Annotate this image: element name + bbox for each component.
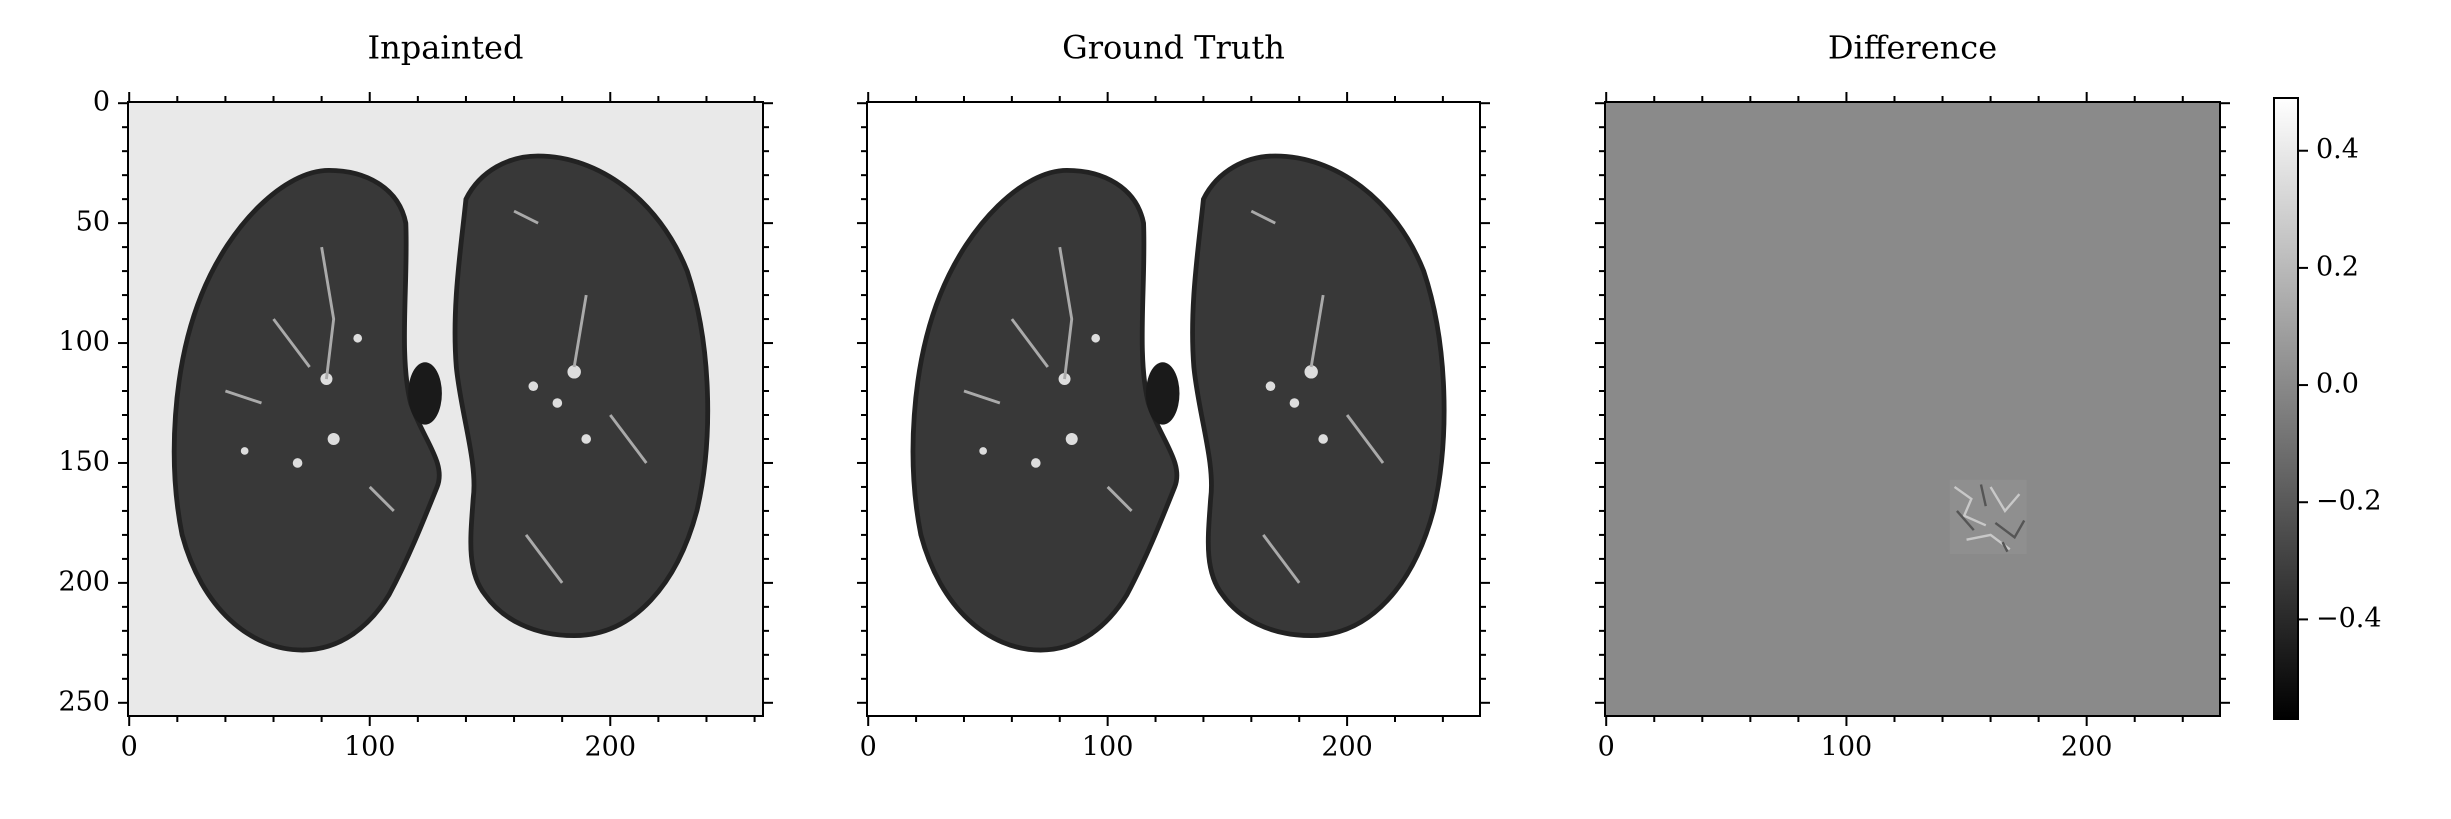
y-tick-label: 200 [58,566,110,597]
colorbar-tick-label: 0.4 [2316,134,2359,165]
image-background [1605,102,2220,716]
colorbar-tick-label: −0.4 [2316,603,2382,634]
x-tick-label: 200 [1321,732,1373,763]
panel-title: Ground Truth [1062,29,1285,67]
x-tick-label: 0 [121,732,138,763]
difference-patch [1948,478,2028,556]
x-tick-label: 100 [1821,732,1873,763]
colorbar-tick-label: −0.2 [2316,486,2382,517]
colorbar-tick-label: 0.2 [2316,251,2359,282]
y-tick-label: 250 [58,686,110,717]
y-tick-label: 0 [93,87,110,118]
x-tick-label: 0 [860,732,877,763]
y-tick-label: 100 [58,327,110,358]
y-tick-label: 150 [58,446,110,477]
x-tick-label: 100 [1082,732,1134,763]
y-tick-label: 50 [76,207,110,238]
x-tick-label: 0 [1598,732,1615,763]
axes-frame [1604,101,2221,717]
axes-frame [127,101,764,717]
panel-title: Difference [1828,29,1997,67]
axes-frame [866,101,1481,717]
x-tick-label: 100 [344,732,396,763]
colorbar [2273,97,2299,720]
image [1948,478,2028,556]
colorbar-tick-label: 0.0 [2316,369,2359,400]
x-tick-label: 200 [2061,732,2113,763]
x-tick-label: 200 [584,732,636,763]
panel-title: Inpainted [368,29,524,67]
